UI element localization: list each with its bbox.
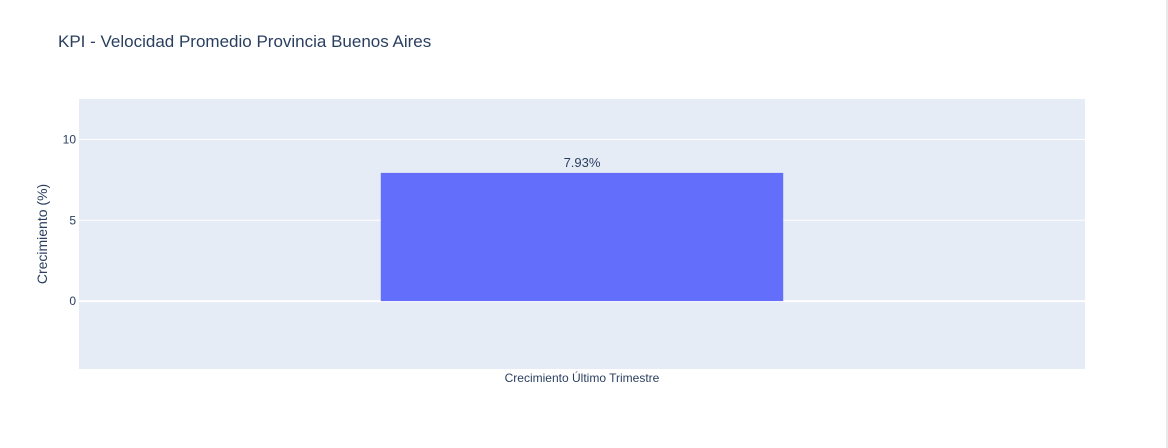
bars bbox=[380, 172, 784, 302]
labels: 0 5 10 7.93% Crecimiento Último Trimestre bbox=[63, 132, 660, 385]
y-tick-label: 0 bbox=[69, 294, 76, 308]
x-tick-label: Crecimiento Último Trimestre bbox=[505, 370, 660, 385]
chart-title: KPI - Velocidad Promedio Provincia Bueno… bbox=[58, 32, 432, 51]
scrollbar-edge bbox=[1166, 0, 1168, 448]
y-tick-label: 5 bbox=[69, 213, 76, 227]
y-axis-title: Crecimiento (%) bbox=[34, 184, 50, 284]
bar-value-label: 7.93% bbox=[564, 155, 601, 170]
y-tick-label: 10 bbox=[63, 132, 77, 146]
bar[interactable] bbox=[380, 172, 784, 302]
